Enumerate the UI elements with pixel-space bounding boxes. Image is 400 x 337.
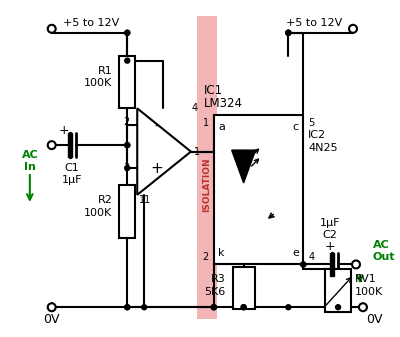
- Circle shape: [125, 58, 130, 63]
- Circle shape: [241, 305, 246, 310]
- Text: 0V: 0V: [44, 313, 60, 326]
- Circle shape: [349, 25, 357, 33]
- Polygon shape: [232, 150, 256, 183]
- Text: R1: R1: [98, 66, 112, 75]
- Text: 0V: 0V: [366, 313, 382, 326]
- Text: +5 to 12V: +5 to 12V: [286, 18, 342, 28]
- Bar: [119, 185, 135, 238]
- Text: 4: 4: [192, 103, 198, 113]
- Circle shape: [241, 305, 246, 310]
- Text: 4N25: 4N25: [308, 143, 338, 153]
- Text: IC2: IC2: [308, 130, 326, 140]
- Circle shape: [211, 305, 216, 310]
- Text: RV1: RV1: [355, 274, 377, 284]
- Text: +: +: [151, 160, 164, 176]
- Text: C1: C1: [64, 163, 79, 173]
- Bar: [214, 115, 303, 265]
- Bar: [197, 16, 217, 319]
- Text: a: a: [218, 122, 225, 132]
- Circle shape: [48, 25, 56, 33]
- Text: e: e: [292, 247, 299, 257]
- Circle shape: [125, 143, 130, 148]
- Circle shape: [286, 305, 291, 310]
- Bar: [119, 56, 135, 108]
- Circle shape: [125, 165, 130, 171]
- Text: 1μF: 1μF: [61, 175, 82, 185]
- Text: 11: 11: [139, 195, 152, 205]
- Circle shape: [125, 305, 130, 310]
- Bar: [233, 268, 254, 309]
- Text: 3: 3: [123, 163, 129, 173]
- Circle shape: [301, 262, 306, 267]
- Circle shape: [125, 305, 130, 310]
- Circle shape: [359, 303, 367, 311]
- Circle shape: [48, 303, 56, 311]
- Text: R3: R3: [211, 274, 226, 284]
- Text: 1: 1: [203, 118, 209, 128]
- Text: 5: 5: [308, 118, 314, 128]
- Circle shape: [286, 30, 291, 35]
- Circle shape: [211, 305, 216, 310]
- Text: ISOLATION: ISOLATION: [202, 158, 211, 212]
- Circle shape: [286, 30, 291, 35]
- Bar: [325, 269, 351, 312]
- Text: 100K: 100K: [84, 208, 112, 218]
- Circle shape: [125, 30, 130, 35]
- Text: +: +: [58, 124, 69, 137]
- Text: +: +: [325, 240, 336, 253]
- Circle shape: [352, 261, 360, 269]
- Text: Out: Out: [373, 251, 395, 262]
- Text: LM324: LM324: [204, 97, 243, 110]
- Text: c: c: [292, 122, 298, 132]
- Circle shape: [48, 141, 56, 149]
- Text: 2: 2: [123, 117, 129, 127]
- Circle shape: [142, 305, 147, 310]
- Text: -: -: [154, 118, 160, 133]
- Circle shape: [125, 143, 130, 148]
- Polygon shape: [137, 108, 191, 195]
- Text: 5K6: 5K6: [204, 287, 226, 297]
- Text: 4: 4: [308, 251, 314, 262]
- Circle shape: [286, 30, 291, 35]
- Text: 100K: 100K: [355, 287, 383, 297]
- Circle shape: [211, 305, 216, 310]
- Text: 2: 2: [202, 251, 209, 262]
- Text: k: k: [218, 247, 225, 257]
- Circle shape: [336, 305, 340, 310]
- Circle shape: [301, 262, 306, 267]
- Text: +5 to 12V: +5 to 12V: [63, 18, 119, 28]
- Text: 1μF: 1μF: [320, 218, 340, 228]
- Text: AC: AC: [22, 150, 38, 160]
- Text: 100K: 100K: [84, 79, 112, 89]
- Text: IC1: IC1: [204, 84, 223, 97]
- Text: C2: C2: [323, 229, 338, 240]
- Text: In: In: [24, 162, 36, 172]
- Bar: [330, 252, 334, 276]
- Text: R2: R2: [98, 195, 112, 205]
- Text: 1: 1: [194, 147, 200, 157]
- Text: AC: AC: [373, 240, 390, 250]
- Circle shape: [125, 30, 130, 35]
- Bar: [68, 133, 72, 157]
